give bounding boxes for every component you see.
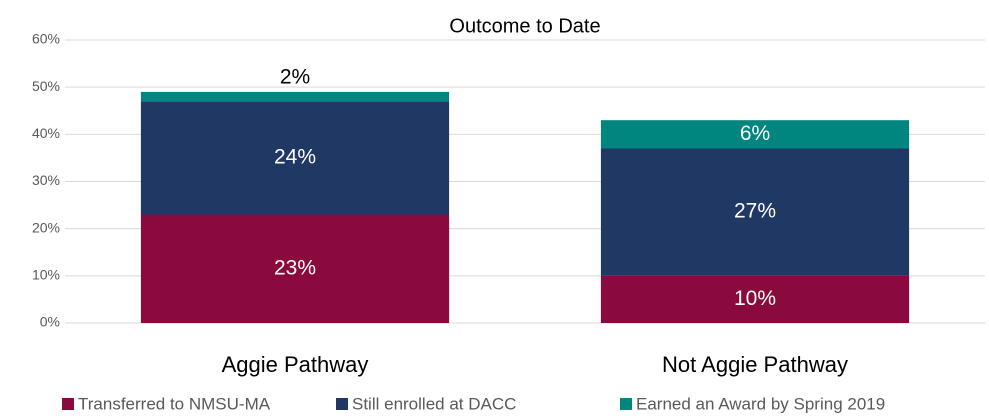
legend-swatch	[62, 398, 74, 410]
y-tick-label: 0%	[40, 314, 60, 330]
data-label: 27%	[734, 200, 776, 223]
legend-label: Transferred to NMSU-MA	[78, 394, 271, 413]
y-tick-label: 60%	[32, 31, 60, 47]
data-label: 24%	[274, 145, 316, 168]
data-label: 23%	[274, 256, 316, 279]
bar-segment	[600, 275, 910, 323]
y-tick-label: 20%	[32, 219, 60, 235]
x-tick-label: Not Aggie Pathway	[662, 352, 848, 377]
bar-segment	[600, 148, 910, 276]
y-tick-label: 10%	[32, 267, 60, 283]
data-label: 10%	[734, 287, 776, 310]
legend-label: Earned an Award by Spring 2019	[636, 394, 885, 413]
bar-segment	[140, 91, 450, 102]
chart-title: Outcome to Date	[449, 15, 600, 37]
bar-segment	[600, 120, 910, 149]
legend-swatch	[620, 398, 632, 410]
data-label: 2%	[280, 65, 310, 88]
legend-swatch	[336, 398, 348, 410]
legend-label: Still enrolled at DACC	[352, 394, 516, 413]
bar-segment	[140, 214, 450, 323]
y-tick-label: 50%	[32, 78, 60, 94]
data-label: 6%	[740, 122, 770, 145]
y-tick-label: 40%	[32, 125, 60, 141]
y-tick-label: 30%	[32, 172, 60, 188]
bar-segment	[140, 101, 450, 215]
x-tick-label: Aggie Pathway	[222, 352, 369, 377]
